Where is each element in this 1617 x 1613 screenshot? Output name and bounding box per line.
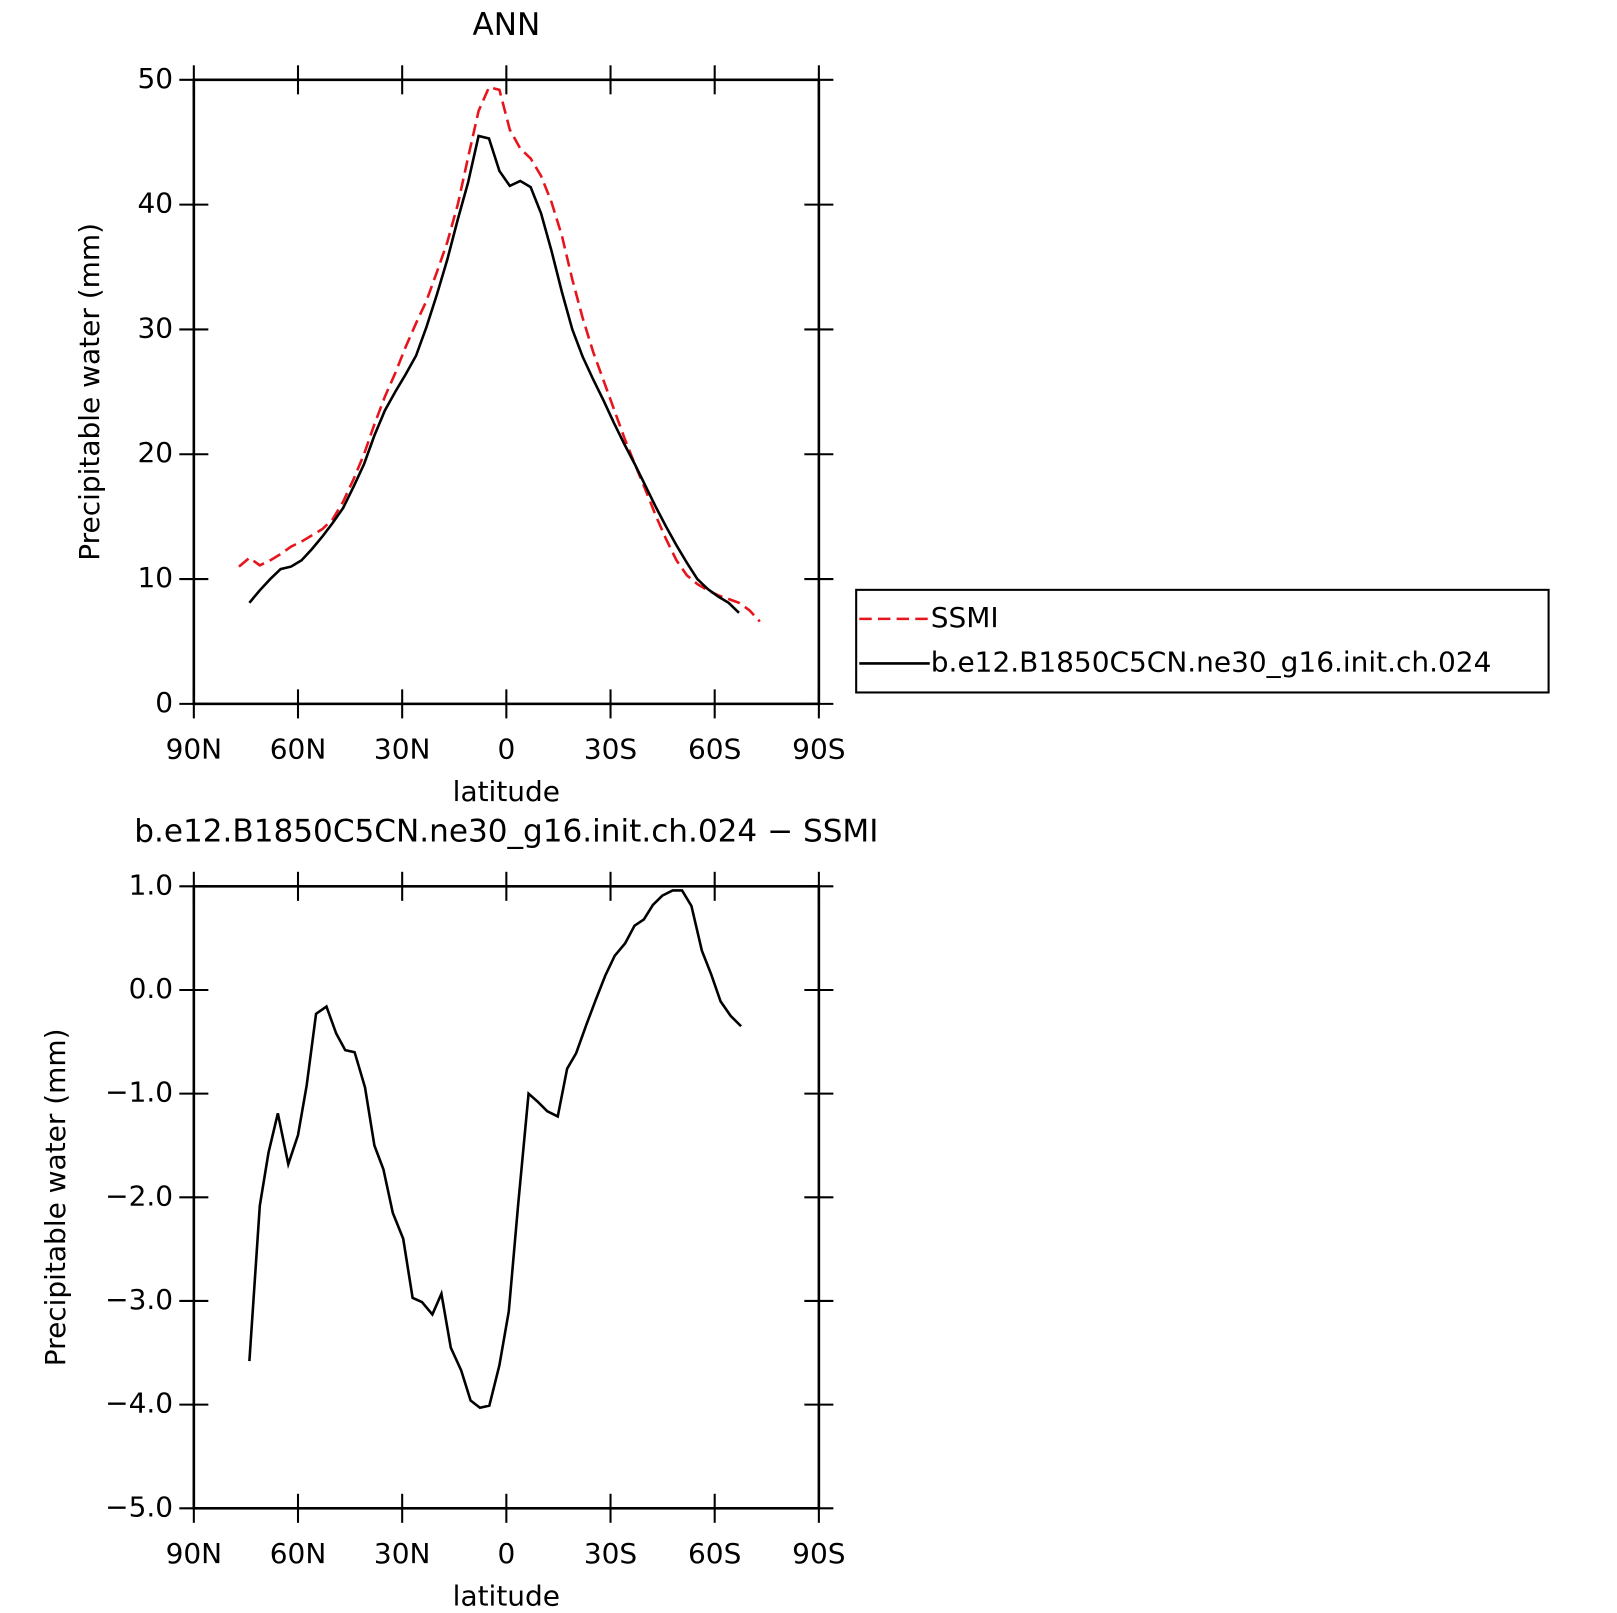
y-axis-label: Precipitable water (mm) (39, 1028, 72, 1366)
x-axis-label: latitude (453, 775, 560, 808)
x-tick-label: 30S (584, 1537, 637, 1570)
chart-title: b.e12.B1850C5CN.ne30_g16.init.ch.024 − S… (134, 813, 878, 849)
legend-box (855, 588, 1550, 694)
x-tick-label: 0 (497, 1537, 515, 1570)
y-tick-label: 50 (138, 62, 174, 95)
y-tick-label: 10 (138, 561, 174, 594)
x-tick-label: 60S (688, 1537, 741, 1570)
plot-frame (192, 885, 821, 1510)
legend-label: SSMI (931, 601, 999, 634)
legend-label: b.e12.B1850C5CN.ne30_g16.init.ch.024 (931, 645, 1492, 678)
x-tick-label: 90N (166, 1537, 223, 1570)
x-tick-label: 90S (792, 733, 845, 766)
y-tick-label: −3.0 (105, 1283, 173, 1316)
x-tick-label: 90S (792, 1537, 845, 1570)
y-tick-label: 0.0 (129, 972, 173, 1005)
data-line (248, 134, 740, 614)
x-tick-label: 30S (584, 733, 637, 766)
y-tick-label: 40 (138, 187, 174, 220)
x-tick-label: 30N (374, 733, 431, 766)
y-tick-label: −4.0 (105, 1387, 173, 1420)
x-tick-label: 60S (688, 733, 741, 766)
plot-frame (192, 78, 821, 706)
y-tick-label: −1.0 (105, 1076, 173, 1109)
data-line (238, 85, 761, 623)
x-tick-label: 30N (374, 1537, 431, 1570)
y-tick-label: 20 (138, 436, 174, 469)
y-tick-label: −5.0 (105, 1490, 173, 1523)
x-tick-label: 0 (497, 733, 515, 766)
y-tick-label: 1.0 (129, 868, 173, 901)
x-tick-label: 60N (270, 733, 327, 766)
y-tick-label: 0 (155, 686, 173, 719)
x-tick-label: 90N (166, 733, 223, 766)
x-tick-label: 60N (270, 1537, 327, 1570)
x-axis-label: latitude (453, 1579, 560, 1612)
y-tick-label: −2.0 (105, 1179, 173, 1212)
y-axis-label: Precipitable water (mm) (73, 223, 106, 561)
y-tick-label: 30 (138, 311, 174, 344)
chart-title: ANN (472, 7, 540, 43)
data-line (248, 889, 742, 1410)
